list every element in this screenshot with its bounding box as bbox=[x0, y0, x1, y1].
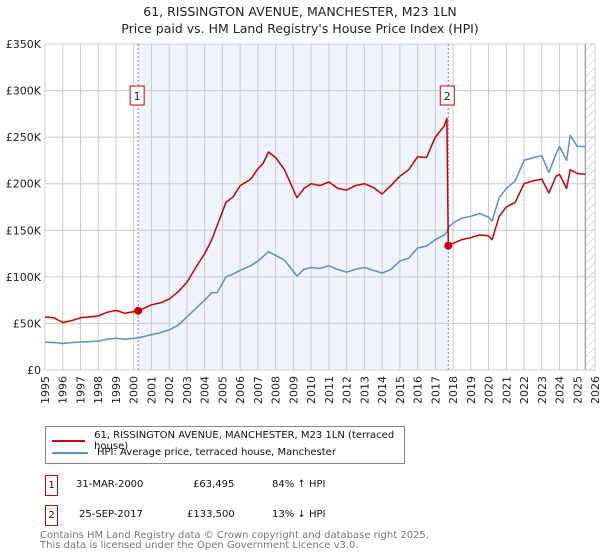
x-tick-label: 2004 bbox=[199, 376, 212, 404]
x-tick-label: 2013 bbox=[358, 376, 371, 404]
legend-item-property: 61, RISSINGTON AVENUE, MANCHESTER, M23 1… bbox=[52, 430, 404, 452]
x-tick-label: 2018 bbox=[447, 376, 460, 404]
sale-point bbox=[444, 241, 453, 250]
x-tick-label: 2026 bbox=[589, 376, 600, 404]
chart-title: 61, RISSINGTON AVENUE, MANCHESTER, M23 1… bbox=[143, 4, 457, 19]
y-tick-label: £200K bbox=[6, 178, 42, 191]
x-tick-label: 2006 bbox=[234, 376, 247, 404]
transaction-hpi: 84% ↑ HPI bbox=[272, 479, 326, 490]
y-tick-label: £0 bbox=[27, 364, 41, 377]
y-tick-label: £100K bbox=[6, 271, 42, 284]
transaction-badge: 2 bbox=[45, 505, 58, 526]
y-tick-label: £50K bbox=[13, 317, 42, 330]
x-tick-label: 2014 bbox=[376, 376, 389, 404]
x-tick-label: 2007 bbox=[252, 376, 265, 404]
x-tick-label: 2003 bbox=[181, 376, 194, 404]
x-tick-label: 1996 bbox=[57, 376, 70, 404]
transaction-badge: 1 bbox=[45, 475, 58, 496]
x-tick-label: 2017 bbox=[429, 376, 442, 404]
legend-swatch-blue bbox=[52, 451, 88, 454]
x-tick-label: 2011 bbox=[323, 376, 336, 404]
x-tick-label: 1999 bbox=[110, 376, 123, 404]
x-tick-label: 2024 bbox=[554, 376, 567, 404]
y-tick-label: £150K bbox=[6, 224, 42, 237]
x-tick-label: 2010 bbox=[305, 376, 318, 404]
sale-badge-label: 2 bbox=[444, 90, 451, 103]
x-tick-label: 2005 bbox=[216, 376, 229, 404]
price-chart: £0 £50K £100K £150K £200K £250K £300K £350K 1995… bbox=[6, 38, 600, 404]
sale-badge-label: 1 bbox=[134, 90, 141, 103]
x-tick-label: 2002 bbox=[163, 376, 176, 404]
forecast-hatch bbox=[585, 44, 595, 370]
chart-subtitle: Price paid vs. HM Land Registry's House … bbox=[121, 21, 479, 36]
x-tick-label: 2012 bbox=[341, 376, 354, 404]
x-tick-label: 2015 bbox=[394, 376, 407, 404]
transaction-row: 1 31-MAR-2000 £63,495 84% ↑ HPI bbox=[45, 475, 445, 496]
x-tick-label: 2000 bbox=[128, 376, 141, 404]
y-tick-label: £350K bbox=[6, 38, 42, 51]
footer: Contains HM Land Registry data © Crown c… bbox=[40, 531, 429, 551]
x-tick-label: 2021 bbox=[500, 376, 513, 404]
plot-frame bbox=[44, 43, 596, 371]
sale-badge bbox=[129, 85, 145, 106]
y-tick-label: £300K bbox=[6, 85, 42, 98]
legend-swatch-red bbox=[52, 440, 86, 442]
x-tick-label: 2016 bbox=[412, 376, 425, 404]
x-tick-label: 2020 bbox=[483, 376, 496, 404]
x-tick-label: 2023 bbox=[536, 376, 549, 404]
footer-licence: This data is licensed under the Open Gov… bbox=[40, 540, 359, 551]
property-price-line bbox=[44, 117, 586, 324]
sale-badge bbox=[439, 85, 455, 106]
x-tick-label: 2022 bbox=[518, 376, 531, 404]
x-tick-label: 1995 bbox=[39, 376, 52, 404]
footer-copyright: Contains HM Land Registry data © Crown c… bbox=[40, 530, 429, 541]
transaction-date: 31-MAR-2000 bbox=[76, 479, 144, 490]
hpi-line bbox=[44, 134, 586, 345]
x-tick-label: 2025 bbox=[571, 376, 584, 404]
sale-point bbox=[134, 306, 143, 315]
x-tick-label: 2009 bbox=[287, 376, 300, 404]
transaction-date: 25-SEP-2017 bbox=[79, 509, 143, 520]
legend-item-hpi: HPI: Average price, terraced house, Manc… bbox=[52, 447, 336, 458]
x-tick-label: 1997 bbox=[74, 376, 87, 404]
transaction-row: 2 25-SEP-2017 £133,500 13% ↓ HPI bbox=[45, 505, 445, 526]
legend: 61, RISSINGTON AVENUE, MANCHESTER, M23 1… bbox=[45, 426, 405, 464]
legend-label-property: 61, RISSINGTON AVENUE, MANCHESTER, M23 1… bbox=[94, 430, 395, 452]
x-tick-label: 2001 bbox=[145, 376, 158, 404]
y-tick-label: £250K bbox=[6, 131, 42, 144]
transaction-price: £63,495 bbox=[193, 479, 235, 490]
transaction-hpi: 13% ↓ HPI bbox=[272, 509, 326, 520]
x-tick-label: 2019 bbox=[465, 376, 478, 404]
legend-label-hpi: HPI: Average price, terraced house, Manc… bbox=[97, 447, 336, 458]
transaction-price: £133,500 bbox=[187, 509, 235, 520]
x-tick-label: 1998 bbox=[92, 376, 105, 404]
x-tick-label: 2008 bbox=[270, 376, 283, 404]
